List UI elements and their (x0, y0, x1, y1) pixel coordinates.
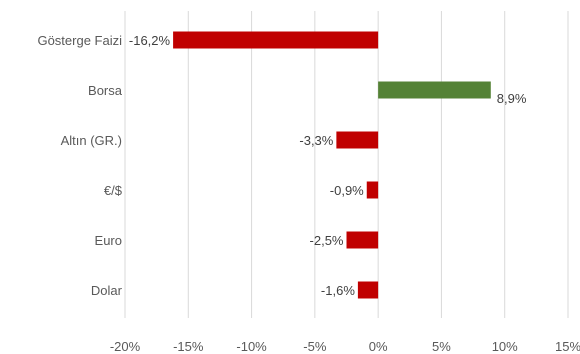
category-label: Dolar (91, 283, 123, 298)
x-tick-label: -10% (236, 339, 267, 354)
x-tick-label: 0% (369, 339, 388, 354)
bar (346, 231, 379, 249)
data-label: 8,9% (497, 91, 527, 106)
x-tick-label: 10% (492, 339, 518, 354)
data-labels: -16,2% 8,9% -3,3% -0,9% -2,5% -1,6% (129, 33, 527, 298)
bar (378, 81, 491, 99)
bar (366, 181, 379, 199)
bars (173, 31, 491, 299)
category-label: Borsa (88, 83, 123, 98)
data-label: -1,6% (321, 283, 355, 298)
x-tick-label: -20% (110, 339, 141, 354)
x-tick-label: 5% (432, 339, 451, 354)
category-labels: Gösterge Faizi Borsa Altın (GR.) €/$ Euro Dol… (37, 33, 122, 298)
category-label: €/$ (104, 183, 123, 198)
bar (357, 281, 379, 299)
gridlines (124, 11, 569, 318)
category-label: Gösterge Faizi (37, 33, 122, 48)
data-label: -0,9% (330, 183, 364, 198)
category-label: Euro (95, 233, 122, 248)
bar (336, 131, 379, 149)
x-tick-label: 15% (555, 339, 580, 354)
data-label: -3,3% (299, 133, 333, 148)
data-label: -16,2% (129, 33, 171, 48)
x-axis-tick-labels: -20% -15% -10% -5% 0% 5% 10% 15% (110, 339, 580, 354)
x-tick-label: -5% (303, 339, 327, 354)
data-label: -2,5% (310, 233, 344, 248)
category-label: Altın (GR.) (61, 133, 122, 148)
x-tick-label: -15% (173, 339, 204, 354)
bar (173, 31, 379, 49)
